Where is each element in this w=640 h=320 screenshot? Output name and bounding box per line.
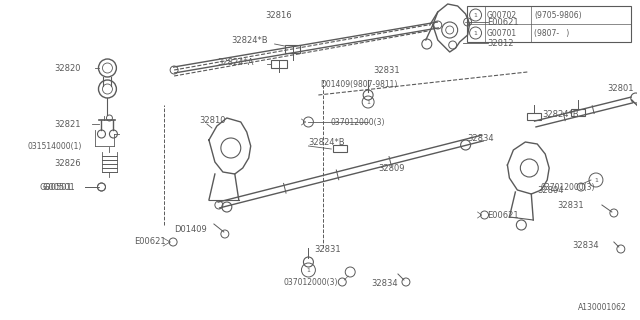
Bar: [527, 113, 541, 120]
Text: 1: 1: [594, 178, 598, 182]
Bar: [467, 6, 631, 42]
Text: 037012000(3): 037012000(3): [540, 182, 595, 191]
Text: 32824*A: 32824*A: [217, 58, 253, 67]
Text: 32820: 32820: [55, 63, 81, 73]
Text: 32804: 32804: [537, 186, 564, 195]
Text: D01409: D01409: [174, 226, 207, 235]
Text: 037012000(3): 037012000(3): [284, 277, 338, 286]
Text: 32831: 32831: [314, 245, 341, 254]
Text: (9705-9806): (9705-9806): [534, 11, 582, 20]
Text: E00621: E00621: [488, 18, 519, 27]
Text: 32831: 32831: [373, 66, 400, 75]
Text: 1: 1: [474, 30, 477, 36]
Text: 32824*B: 32824*B: [231, 36, 268, 44]
Text: 32810: 32810: [199, 116, 225, 124]
Text: 1: 1: [474, 12, 477, 18]
Text: G00501: G00501: [40, 182, 72, 191]
Text: G00701: G00701: [486, 28, 516, 37]
Text: 32816: 32816: [265, 11, 292, 20]
Bar: [333, 145, 348, 152]
Text: 031514000(1): 031514000(1): [28, 141, 82, 150]
Text: 037012000(3): 037012000(3): [330, 117, 385, 126]
Text: E00621: E00621: [134, 237, 166, 246]
Text: G00501: G00501: [43, 182, 76, 191]
Text: 1: 1: [366, 100, 370, 105]
Text: 32824*B: 32824*B: [308, 138, 345, 147]
Text: 32821: 32821: [55, 119, 81, 129]
Text: 1: 1: [307, 268, 310, 273]
Text: E00621: E00621: [488, 211, 519, 220]
Text: 32834: 32834: [371, 279, 397, 289]
Text: G00702: G00702: [486, 11, 516, 20]
Text: 32809: 32809: [378, 164, 404, 172]
Bar: [271, 60, 287, 68]
Text: (9807-   ): (9807- ): [534, 28, 570, 37]
Bar: [571, 109, 585, 116]
Text: 32834: 32834: [572, 242, 598, 251]
Text: 32834: 32834: [468, 133, 494, 142]
Text: 32812: 32812: [488, 38, 514, 47]
Text: 32831: 32831: [557, 201, 584, 210]
Text: 32801: 32801: [607, 84, 634, 92]
Text: 32824*B: 32824*B: [542, 109, 579, 118]
Text: D01409(9807-9811): D01409(9807-9811): [321, 79, 397, 89]
Text: 32826: 32826: [55, 158, 81, 167]
Bar: [285, 45, 300, 53]
Text: A130001062: A130001062: [578, 303, 627, 312]
